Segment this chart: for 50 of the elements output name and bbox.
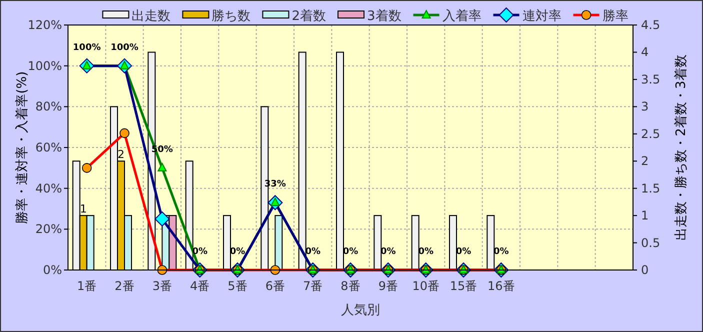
legend-label: 連対率 (522, 8, 562, 24)
legend-label: 出走数 (132, 9, 171, 24)
data-label: 100% (72, 42, 101, 53)
y2-tick-label: 3 (641, 100, 649, 114)
legend-label: 勝ち数 (212, 9, 251, 24)
data-label: 1 (80, 202, 87, 216)
y-tick-label: 40% (35, 181, 62, 196)
data-label: 100% (110, 42, 138, 53)
data-label: 2 (118, 148, 124, 162)
x-tick-label: 6番 (265, 279, 285, 293)
x-tick-label: 8番 (340, 279, 360, 293)
legend-label: 勝率 (602, 8, 628, 24)
point (154, 211, 170, 226)
y-tick-label: 80% (35, 100, 62, 114)
y2-tick-label: 2.5 (641, 126, 660, 141)
y2-tick-label: 1.5 (641, 181, 660, 196)
x-tick-label: 7番 (303, 279, 323, 293)
y2-tick-label: 3.5 (641, 72, 660, 86)
y2-axis-title: 出走数・勝ち数・2着数・3着数 (673, 54, 689, 240)
x-tick-label: 1番 (77, 279, 97, 293)
y2-tick-label: 0 (641, 263, 649, 277)
data-label: 0% (342, 247, 358, 257)
x-tick-label: 9番 (378, 279, 398, 293)
data-label: 0% (494, 247, 509, 257)
y2-tick-label: 1 (641, 208, 649, 223)
legend-label: 2着数 (292, 8, 326, 24)
x-tick-label: 4番 (190, 279, 210, 293)
x-tick-label: 3番 (152, 279, 172, 293)
x-tick-label: 10番 (412, 279, 440, 293)
point (158, 162, 167, 172)
legend-label: 3着数 (367, 8, 402, 24)
y2-tick-label: 4 (641, 45, 649, 60)
y-tick-label: 0% (42, 263, 62, 277)
y-tick-label: 60% (35, 140, 62, 154)
y-tick-label: 100% (28, 58, 62, 73)
y-tick-label: 20% (35, 222, 62, 236)
data-label: 0% (230, 247, 246, 257)
x-tick-label: 2番 (114, 279, 134, 293)
x-tick-label: 16番 (488, 279, 515, 293)
legend-label: 入着率 (442, 8, 482, 24)
y-tick-label: 120% (28, 18, 62, 32)
x-tick-label: 5番 (228, 279, 248, 293)
x-axis-title: 人気別 (341, 303, 380, 318)
y2-tick-label: 2 (641, 154, 649, 168)
data-label: 0% (456, 247, 472, 257)
y2-tick-label: 0.5 (641, 236, 660, 250)
x-tick-label: 15番 (450, 279, 478, 293)
y2-tick-label: 4.5 (641, 18, 660, 32)
data-label: 0% (380, 247, 396, 257)
y-axis-title: 勝率・連対率・入着率(%) (14, 71, 30, 224)
